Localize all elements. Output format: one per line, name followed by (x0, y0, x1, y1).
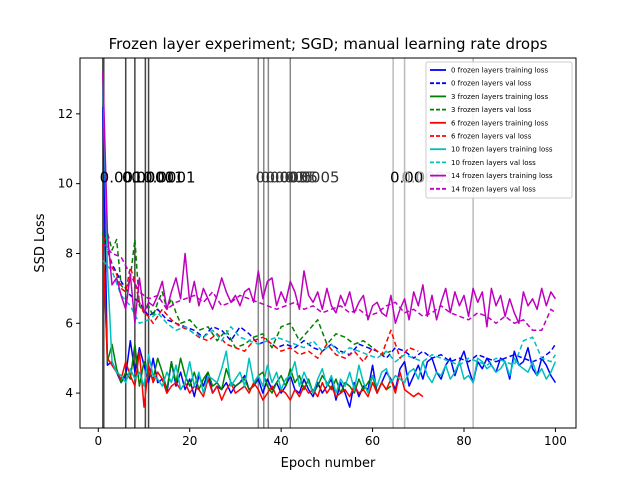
series-line-9 (102, 242, 556, 332)
series-line-3 (102, 231, 392, 356)
lr-annotation: 0.0005 (266, 169, 319, 187)
y-tick-label: 12 (58, 107, 73, 121)
y-tick-label: 8 (65, 246, 73, 260)
series-line-5 (102, 235, 419, 363)
axes-frame (79, 57, 577, 429)
lr-annotation: 0.0005 (261, 169, 314, 187)
lr-annotation: 0.0001 (143, 169, 196, 187)
x-tick-label: 80 (456, 434, 471, 448)
lr-annotation: 0.0001 (122, 169, 175, 187)
legend-label: 3 frozen layers training loss (451, 93, 548, 101)
y-tick-label: 6 (65, 316, 73, 330)
chart-title: Frozen layer experiment; SGD; manual lea… (109, 35, 548, 53)
legend: 0 frozen layers training loss 0 frozen la… (425, 61, 573, 199)
lr-annotation: 0.0005 (256, 169, 308, 187)
lr-annotation: 0.00 (390, 169, 423, 187)
lr-annotation: 0.0001 (131, 169, 184, 187)
y-axis-label: SSD Loss (33, 213, 48, 272)
legend-label: 3 frozen layers val loss (451, 106, 532, 114)
legend-label: 10 frozen layers val loss (451, 159, 536, 167)
legend-box (425, 61, 573, 199)
legend-label: 0 frozen layers val loss (451, 80, 532, 88)
x-tick-label: 40 (274, 434, 289, 448)
y-tick-label: 4 (65, 386, 73, 400)
lr-annotation: 0.0005 (287, 169, 340, 187)
x-tick-label: 0 (94, 434, 102, 448)
legend-label: 10 frozen layers training loss (451, 146, 553, 154)
legend-label: 6 frozen layers val loss (451, 133, 532, 141)
x-tick-label: 20 (182, 434, 197, 448)
y-tick-label: 10 (58, 177, 73, 191)
x-tick-label: 60 (365, 434, 380, 448)
x-axis-label: Epoch number (281, 456, 376, 471)
series-line-6 (102, 82, 557, 394)
x-tick-label: 100 (544, 434, 567, 448)
series-line-8 (102, 71, 557, 328)
legend-label: 6 frozen layers training loss (451, 119, 548, 127)
legend-label: 0 frozen layers training loss (451, 67, 548, 75)
legend-label: 14 frozen layers val loss (451, 185, 536, 193)
lr-annotation: 0.001 (100, 169, 143, 187)
series-line-7 (102, 260, 557, 366)
series-line-4 (102, 242, 424, 408)
legend-label: 14 frozen layers training loss (451, 172, 553, 180)
